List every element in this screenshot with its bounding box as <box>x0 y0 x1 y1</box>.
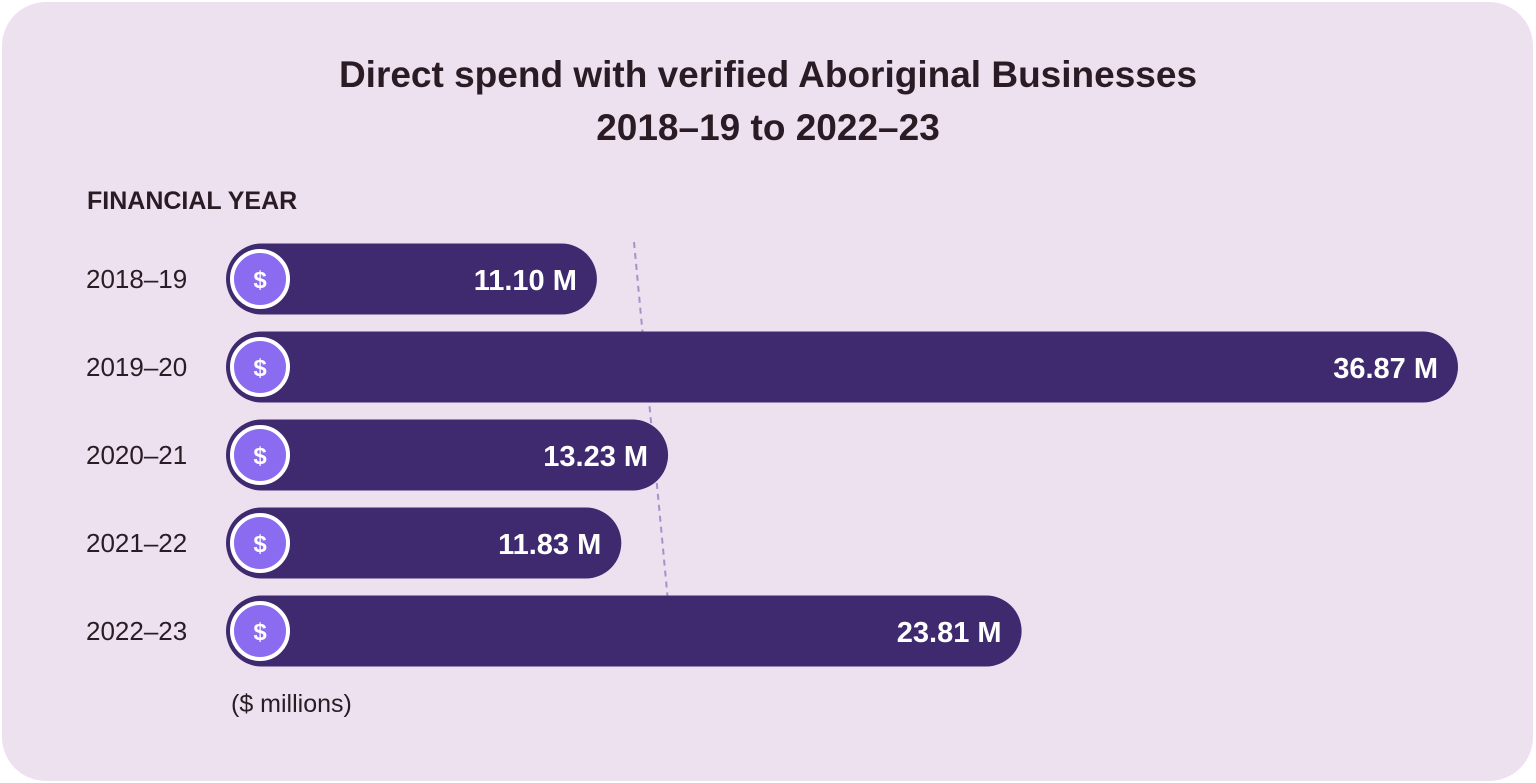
category-label: 2021–22 <box>86 528 187 558</box>
bar-row: 2019–20 $36.87 M <box>86 331 1458 403</box>
category-label: 2022–23 <box>86 616 187 646</box>
chart-subtitle: 2018–19 to 2022–23 <box>596 107 940 148</box>
bar-row: 2021–22 $11.83 M <box>86 507 622 579</box>
bar-value-label: 11.10 M <box>474 265 577 297</box>
dollar-icon-glyph: $ <box>253 531 267 558</box>
dollar-icon-glyph: $ <box>253 619 267 646</box>
dollar-icon-glyph: $ <box>253 355 267 382</box>
category-label: 2018–19 <box>86 264 187 294</box>
bar-value-label: 36.87 M <box>1333 353 1438 385</box>
category-label: 2020–21 <box>86 440 187 470</box>
bar-value-label: 11.83 M <box>498 529 601 561</box>
dollar-icon-glyph: $ <box>253 267 267 294</box>
bar-row: 2018–19 $11.10 M <box>86 243 597 315</box>
bar-value-label: 23.81 M <box>897 617 1002 649</box>
bar <box>226 507 622 579</box>
dollar-icon <box>230 337 290 397</box>
bar <box>226 243 597 315</box>
dollar-icon <box>230 601 290 661</box>
y-axis-caption: FINANCIAL YEAR <box>87 187 298 215</box>
units-note: ($ millions) <box>231 690 352 718</box>
bar <box>226 595 1022 667</box>
bar <box>226 331 1458 403</box>
bar-row: 2022–23 $23.81 M <box>86 595 1022 667</box>
dollar-icon <box>230 513 290 573</box>
dollar-icon <box>230 425 290 485</box>
bar <box>226 419 669 491</box>
category-label: 2019–20 <box>86 352 187 382</box>
bar-value-label: 13.23 M <box>543 441 648 473</box>
bar-row: 2020–21 $13.23 M <box>86 419 669 491</box>
dollar-icon-glyph: $ <box>253 443 267 470</box>
dollar-icon <box>230 249 290 309</box>
chart-title-block: Direct spend with verified Aboriginal Bu… <box>0 48 1536 154</box>
chart-title: Direct spend with verified Aboriginal Bu… <box>338 54 1198 95</box>
